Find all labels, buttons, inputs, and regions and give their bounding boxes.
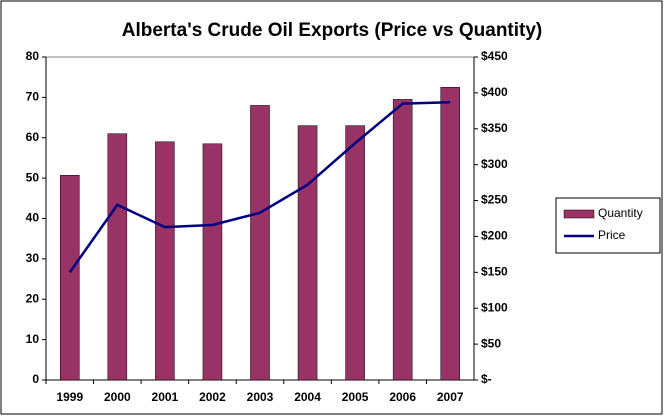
chart-title: Alberta's Crude Oil Exports (Price vs Qu… (122, 20, 543, 41)
y2-tick-label: $450 (481, 49, 508, 63)
y2-tick-label: $400 (481, 85, 508, 99)
y2-tick-label: $250 (481, 193, 508, 207)
legend-label: Price (598, 228, 626, 242)
x-tick-label: 2003 (247, 390, 274, 404)
x-tick-label: 2001 (152, 390, 179, 404)
price-line (68, 100, 451, 274)
y-tick-label: 70 (26, 90, 40, 104)
bar (60, 175, 80, 381)
y2-tick-label: $350 (481, 121, 508, 135)
bar (440, 87, 460, 381)
y-tick-label: 80 (26, 49, 40, 63)
bar (202, 143, 223, 381)
y-tick-label: 50 (26, 170, 40, 184)
y2-tick-label: $300 (481, 157, 508, 171)
bar (107, 133, 128, 381)
x-tick-label: 2002 (199, 390, 226, 404)
y2-tick-label: $50 (481, 336, 501, 350)
legend-swatch (563, 209, 595, 219)
legend-label: Quantity (598, 206, 643, 220)
x-tick-label: 2006 (389, 390, 416, 404)
x-tick-label: 2000 (104, 390, 131, 404)
y-tick-label: 10 (26, 332, 40, 346)
x-tick-label: 2004 (294, 390, 321, 404)
y2-tick-label: $200 (481, 229, 508, 243)
y2-tick-label: $150 (481, 265, 508, 279)
y2-tick-label: $- (481, 372, 492, 386)
bar (392, 99, 413, 381)
bar (345, 125, 365, 381)
y-tick-label: 0 (32, 372, 39, 386)
y-tick-label: 30 (26, 251, 40, 265)
x-tick-label: 2005 (342, 390, 369, 404)
bar (297, 125, 318, 381)
x-tick-label: 2007 (437, 390, 464, 404)
y2-tick-label: $100 (481, 300, 508, 314)
y-tick-label: 20 (26, 291, 40, 305)
y-tick-label: 40 (26, 211, 40, 225)
x-tick-label: 1999 (56, 390, 83, 404)
bar (155, 141, 175, 381)
legend-box (555, 197, 661, 254)
bar (250, 105, 270, 381)
y-tick-label: 60 (26, 130, 40, 144)
